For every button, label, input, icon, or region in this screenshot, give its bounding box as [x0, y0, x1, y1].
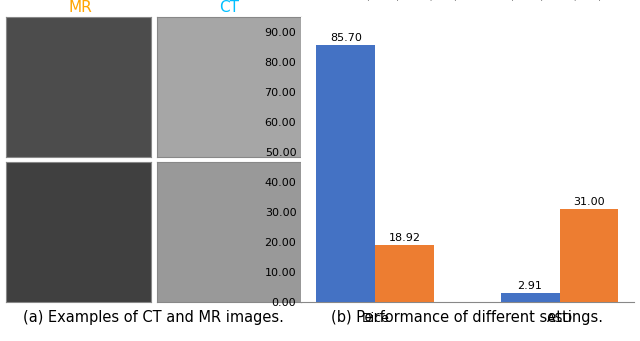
- Legend: CT(train)->CT(test), MRI(train)->CT(test): CT(train)->CT(test), MRI(train)->CT(test…: [327, 0, 608, 4]
- Text: CT: CT: [219, 0, 239, 15]
- Text: (b) Performance of different settings.: (b) Performance of different settings.: [332, 310, 604, 325]
- Text: MR: MR: [68, 0, 92, 15]
- Bar: [316, 45, 375, 302]
- Bar: [559, 209, 618, 302]
- Text: 2.91: 2.91: [518, 281, 543, 291]
- Text: 18.92: 18.92: [388, 233, 420, 243]
- Text: (a) Examples of CT and MR images.: (a) Examples of CT and MR images.: [23, 310, 284, 325]
- Text: 31.00: 31.00: [573, 197, 605, 207]
- Text: 85.70: 85.70: [330, 32, 362, 43]
- Bar: [500, 293, 559, 302]
- Bar: [375, 246, 434, 302]
